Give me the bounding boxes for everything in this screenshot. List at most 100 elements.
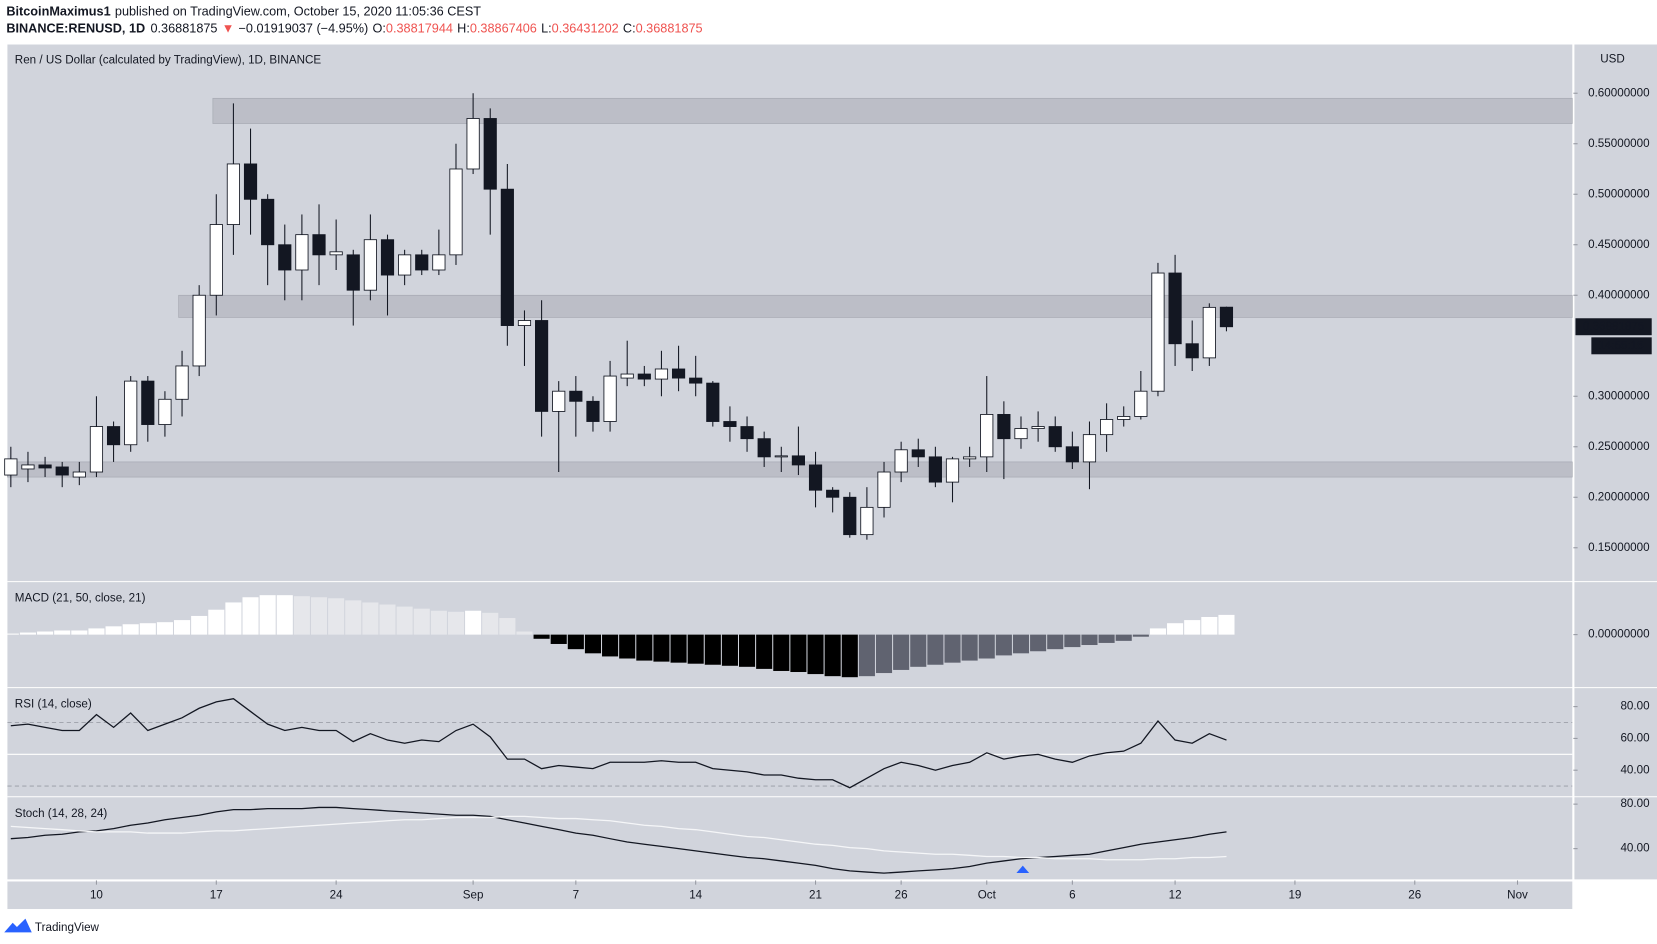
candle-body [671,368,686,379]
histogram-bar [653,634,670,662]
candle-body [637,373,651,380]
candle-body [791,455,806,466]
histogram-bar [704,634,721,665]
y-tick-label: 0.25000000 [1588,440,1650,453]
histogram-bar [328,598,345,635]
histogram-bar [910,634,927,667]
candle-body [1202,306,1216,359]
x-tick-label: 17 [210,888,223,901]
histogram-bar [927,634,944,665]
histogram-bar [156,622,173,635]
indicator-line [10,698,1227,789]
histogram-bar [413,608,430,635]
candle-body [192,294,206,367]
histogram-bar [1012,634,1030,654]
footer-brand: TradingView [35,921,100,934]
candle-body [535,320,549,412]
ohlc-value: 0.38817944 [386,22,453,36]
x-tick-label: 7 [573,888,579,901]
histogram-bar [567,634,584,650]
candle-body [500,188,514,326]
histogram-bar [499,618,516,635]
last-price: 0.36881875 [150,22,217,36]
histogram-bar [550,634,567,644]
candle-body [894,449,908,473]
candle-body [1065,446,1079,463]
histogram-bar [19,632,37,635]
candle-body [55,466,69,476]
symbol: BINANCE:RENUSD, 1D [6,22,145,36]
ohlc-label: O: [373,22,386,36]
panel-title: Ren / US Dollar (calculated by TradingVi… [15,53,322,66]
price-axis-background [1574,44,1657,880]
histogram-bar [790,634,807,673]
y-tick-label: 0.20000000 [1588,490,1650,503]
x-tick-label: 19 [1288,888,1301,901]
histogram-bar [37,631,54,635]
histogram-bar [584,634,602,654]
candle-body [295,234,309,271]
histogram-bar [1167,623,1184,635]
candle-body [89,426,104,473]
y-tick-label: 60.00 [1620,731,1650,744]
panel-title: Stoch (14, 28, 24) [15,807,108,820]
histogram-bar [670,634,687,663]
histogram-bar [139,623,156,635]
candle-body [1100,419,1114,436]
histogram-bar [841,634,858,678]
candle-body [826,489,840,498]
histogram-bar [293,596,310,635]
candle-body [843,496,857,536]
indicator-line [10,806,1227,874]
y-tick-label: 0.60000000 [1588,86,1650,99]
candle-body [928,456,942,483]
histogram-bar [1081,634,1098,646]
histogram-bar [345,600,362,635]
countdown-box [1591,337,1652,355]
histogram-bar [773,634,790,671]
candle-body [1134,390,1148,417]
publish-line: BitcoinMaximus1 published on TradingView.… [6,5,481,19]
candle-body [723,421,737,427]
histogram-bar [875,634,893,674]
y-tick-label: 0.55000000 [1588,137,1650,150]
candle-body [363,239,377,291]
candle-body [774,455,788,458]
histogram-bar [208,609,225,635]
histogram-bar [225,602,242,635]
time-axis-background [7,881,1573,910]
histogram-bar [1149,628,1167,635]
y-tick-label: 0.30000000 [1588,389,1650,402]
candle-body [1117,416,1131,420]
histogram-bar [2,633,19,635]
indicator-line [10,815,1227,861]
histogram-bar [516,631,533,635]
histogram-bar [276,595,293,635]
candle-body [603,375,617,422]
histogram-bar [174,620,191,635]
zone [7,461,1573,478]
candle-body [329,251,343,256]
histogram-bar [1064,634,1081,648]
histogram-bar [1218,614,1235,635]
y-tick-label: 0.15000000 [1588,541,1650,554]
histogram-bar [995,634,1012,656]
candle-body [963,456,977,460]
y-tick-label: 0.00000000 [1588,628,1650,641]
candle-body [312,234,326,256]
candle-body [654,368,669,380]
candle-body [1048,426,1062,448]
candle-body [1082,434,1097,463]
candle-body [980,414,994,458]
x-tick-label: Oct [978,888,997,901]
candle-body [706,382,720,422]
ohlc-label: H: [457,22,470,36]
candle-body [432,254,446,271]
ohlc-value: 0.38867406 [470,22,537,36]
candle-body [757,438,771,458]
histogram-bar [122,624,139,635]
x-tick-label: 24 [330,888,343,901]
y-tick-label: 40.00 [1620,842,1650,855]
